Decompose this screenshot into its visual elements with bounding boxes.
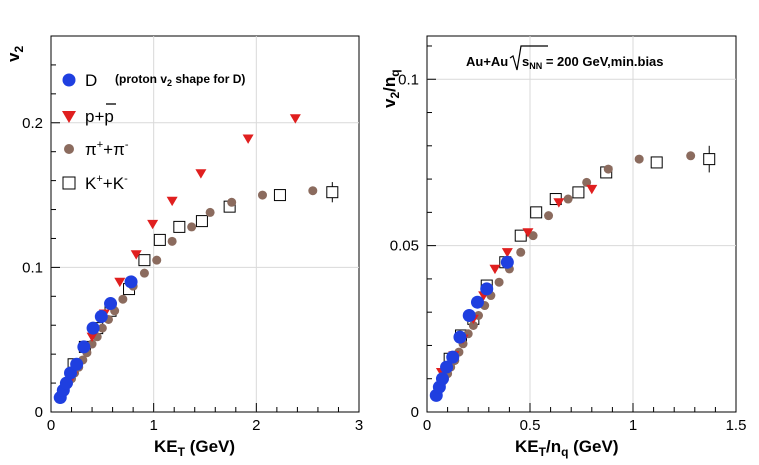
point-pion <box>152 255 162 265</box>
x-tick-label: 0.5 <box>520 417 541 434</box>
point-kaon <box>530 206 543 219</box>
point-kaon <box>326 186 339 199</box>
left-panel: 0 1 2 3 0 0.1 0.2 v2 KET (GeV) D (proton v2 sh… <box>4 35 363 459</box>
point-proton <box>86 332 98 343</box>
point-kaon <box>703 153 716 166</box>
x-tick-label: 3 <box>355 417 363 434</box>
point-pion <box>468 320 478 330</box>
point-d <box>70 357 84 371</box>
y-tick-label: 0.1 <box>22 259 43 276</box>
left-ylabel: v2 <box>4 46 26 62</box>
sqrt-sign <box>509 45 548 71</box>
point-pion <box>257 190 267 200</box>
point-d <box>453 330 467 344</box>
svg-text:Au+Au: Au+Au <box>466 54 508 69</box>
point-kaon <box>572 186 585 199</box>
point-pion <box>563 194 573 204</box>
left-xlabel: KET (GeV) <box>154 437 235 459</box>
point-proton <box>166 196 178 207</box>
point-proton <box>147 219 159 230</box>
point-proton <box>586 184 598 195</box>
point-proton <box>522 228 534 238</box>
right-panel: 0 0.5 1 1.5 0 0.05 0.1 v2/nq KET/nq (GeV) Au+A… <box>380 35 747 459</box>
point-pion <box>582 177 592 187</box>
legend-label-K: K++K- <box>85 173 128 193</box>
right-annotation: Au+Au sNN = 200 GeV,min.bias <box>466 45 664 71</box>
x-tick-label: 1.5 <box>726 417 747 434</box>
y-tick-label: 0.1 <box>398 71 419 88</box>
point-pion <box>544 211 554 221</box>
x-tick-label: 0 <box>423 417 431 434</box>
legend-marker-K <box>62 176 76 190</box>
point-d <box>94 310 108 324</box>
point-d <box>500 255 514 269</box>
point-d <box>435 372 449 386</box>
point-pion <box>634 154 644 164</box>
left-plot-frame <box>50 35 360 413</box>
point-pion <box>187 222 197 232</box>
y-tick-label: 0.2 <box>22 115 43 132</box>
point-d <box>440 360 454 374</box>
legend-label-pi: π++π- <box>85 139 129 159</box>
y-tick-label: 0.05 <box>390 238 419 255</box>
point-proton <box>242 134 254 144</box>
svg-text:sNN = 200 GeV,min.bias: sNN = 200 GeV,min.bias <box>522 54 664 71</box>
point-proton <box>289 114 301 124</box>
point-proton <box>195 169 207 179</box>
point-pion <box>167 236 177 246</box>
point-kaon <box>138 254 151 267</box>
point-pion <box>139 268 149 278</box>
point-d <box>86 321 100 335</box>
point-pion <box>494 277 504 287</box>
point-kaon <box>514 229 527 242</box>
point-proton <box>114 277 126 288</box>
point-kaon <box>273 189 286 202</box>
point-d <box>59 376 73 390</box>
right-xlabel: KET/nq (GeV) <box>515 437 618 459</box>
point-pion <box>227 197 237 207</box>
point-pion <box>528 231 538 241</box>
point-d <box>470 295 484 309</box>
point-pion <box>308 186 318 196</box>
y-tick-label: 0 <box>35 404 43 421</box>
right-ylabel: v2/nq <box>380 69 402 108</box>
point-pion <box>686 151 696 161</box>
point-pion <box>118 294 128 304</box>
legend-marker-D <box>62 73 76 87</box>
legend-marker-p <box>62 111 76 123</box>
point-d <box>446 350 460 364</box>
point-proton <box>553 198 565 208</box>
point-pion <box>205 207 215 217</box>
legend-label-p: p+p <box>85 107 114 126</box>
x-tick-label: 1 <box>629 417 637 434</box>
legend-label-D: D <box>85 71 97 90</box>
x-tick-label: 2 <box>252 417 260 434</box>
point-d <box>77 340 91 354</box>
point-proton <box>501 248 513 258</box>
point-d <box>462 309 476 323</box>
point-d <box>124 275 138 289</box>
point-d <box>104 297 118 311</box>
point-kaon <box>195 215 208 228</box>
legend-marker-pi <box>64 144 74 154</box>
x-tick-label: 0 <box>47 417 55 434</box>
point-kaon <box>173 220 186 233</box>
legend: D (proton v2 shape for D) p+p π++π- K++K… <box>62 71 245 193</box>
point-pion <box>516 247 526 257</box>
point-kaon <box>650 156 663 169</box>
point-proton <box>130 250 142 260</box>
point-pion <box>97 323 107 333</box>
point-kaon <box>153 233 166 246</box>
point-pion <box>603 164 613 174</box>
right-plot-frame <box>426 35 737 413</box>
legend-note: (proton v2 shape for D) <box>115 72 245 88</box>
point-proton <box>489 264 501 275</box>
x-tick-label: 1 <box>149 417 157 434</box>
y-tick-label: 0 <box>411 404 419 421</box>
point-d <box>480 282 494 296</box>
